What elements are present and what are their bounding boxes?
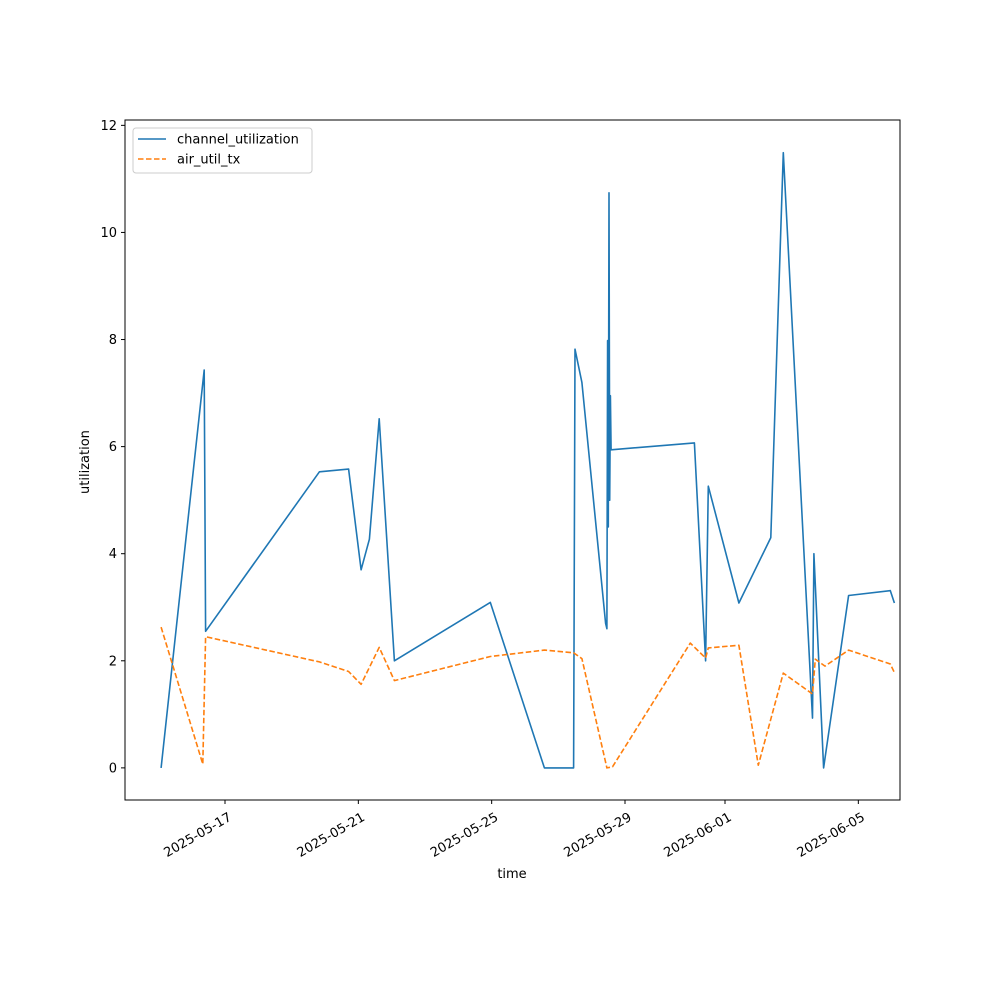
legend-box <box>132 127 313 174</box>
y-tick-label: 8 <box>109 333 117 348</box>
x-axis-label: time <box>497 867 526 882</box>
y-tick-label: 12 <box>100 119 117 134</box>
legend-label: channel_utilization <box>177 133 299 148</box>
y-tick-label: 2 <box>109 654 117 669</box>
series-line-air-util-tx <box>160 626 896 769</box>
y-axis: 0 2 4 6 8 10 12 <box>100 119 125 776</box>
y-tick-label: 6 <box>109 440 117 455</box>
y-axis-label: utilization <box>78 430 93 494</box>
legend: channel_utilization air_util_tx <box>132 127 313 174</box>
legend-label: air_util_tx <box>177 153 241 168</box>
y-tick-label: 0 <box>109 761 117 776</box>
y-tick-label: 4 <box>109 547 117 562</box>
y-tick-label: 10 <box>100 226 117 241</box>
series-layer <box>160 151 896 769</box>
plot-frame <box>124 119 901 801</box>
series-line-channel-utilization <box>160 151 896 769</box>
